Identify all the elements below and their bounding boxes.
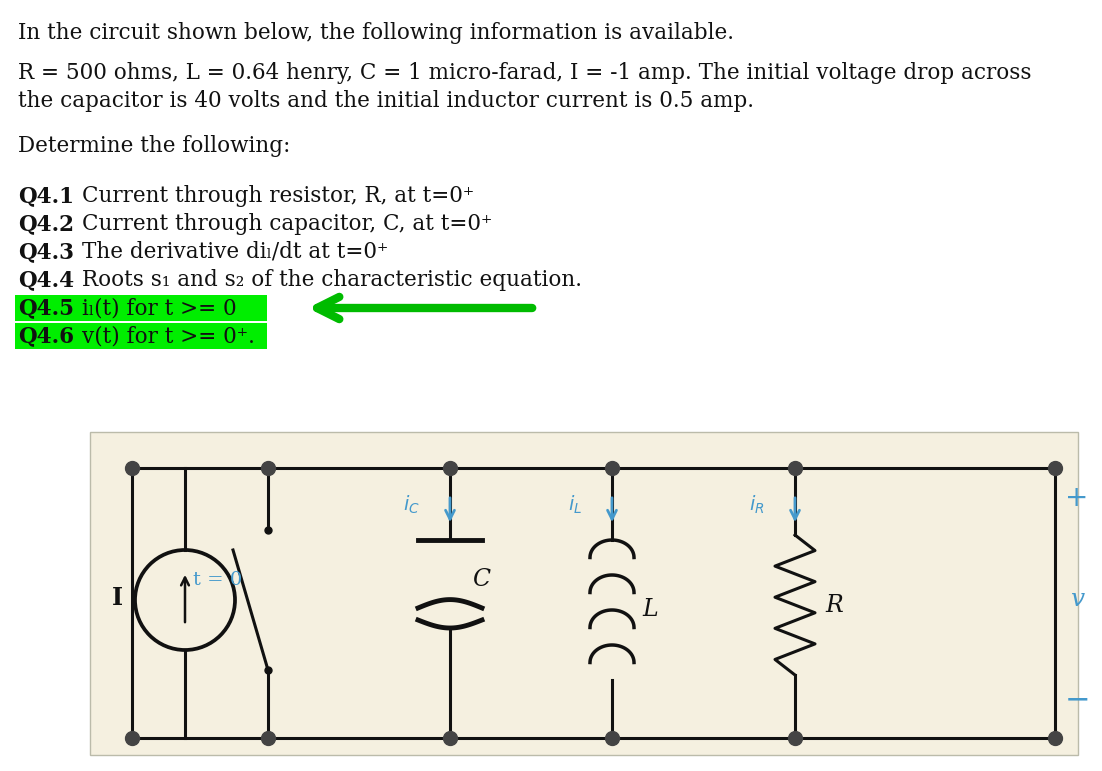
Text: $i_L$: $i_L$ xyxy=(568,494,582,516)
Text: $i_C$: $i_C$ xyxy=(403,494,420,516)
Text: $i_R$: $i_R$ xyxy=(749,494,765,516)
Text: The derivative diₗ/dt at t=0⁺: The derivative diₗ/dt at t=0⁺ xyxy=(82,241,388,263)
Text: R: R xyxy=(825,594,843,617)
Text: I: I xyxy=(111,586,122,610)
Text: Q4.2: Q4.2 xyxy=(18,213,74,235)
Text: Current through resistor, R, at t=0⁺: Current through resistor, R, at t=0⁺ xyxy=(82,185,474,207)
Text: R = 500 ohms, L = 0.64 henry, C = 1 micro-farad, I = -1 amp. The initial voltage: R = 500 ohms, L = 0.64 henry, C = 1 micr… xyxy=(18,62,1031,84)
FancyBboxPatch shape xyxy=(90,432,1078,755)
FancyBboxPatch shape xyxy=(15,295,267,321)
Text: Determine the following:: Determine the following: xyxy=(18,135,290,157)
Text: v: v xyxy=(1070,588,1084,611)
FancyBboxPatch shape xyxy=(15,323,267,349)
Text: +: + xyxy=(1066,484,1089,512)
Text: Current through capacitor, C, at t=0⁺: Current through capacitor, C, at t=0⁺ xyxy=(82,213,493,235)
Text: In the circuit shown below, the following information is available.: In the circuit shown below, the followin… xyxy=(18,22,734,44)
Text: t = 0: t = 0 xyxy=(193,571,242,589)
Text: Q4.5: Q4.5 xyxy=(18,297,74,319)
Text: Roots s₁ and s₂ of the characteristic equation.: Roots s₁ and s₂ of the characteristic eq… xyxy=(82,269,582,291)
Text: Q4.6: Q4.6 xyxy=(18,325,74,347)
Text: Q4.3: Q4.3 xyxy=(18,241,74,263)
Text: iₗ(t) for t >= 0: iₗ(t) for t >= 0 xyxy=(82,297,237,319)
Text: C: C xyxy=(472,568,490,591)
Text: Q4.1: Q4.1 xyxy=(18,185,74,207)
Text: the capacitor is 40 volts and the initial inductor current is 0.5 amp.: the capacitor is 40 volts and the initia… xyxy=(18,90,754,112)
Text: Q4.4: Q4.4 xyxy=(18,269,74,291)
Text: −: − xyxy=(1065,685,1090,715)
Text: v(t) for t >= 0⁺.: v(t) for t >= 0⁺. xyxy=(82,325,255,347)
Text: L: L xyxy=(642,598,658,621)
